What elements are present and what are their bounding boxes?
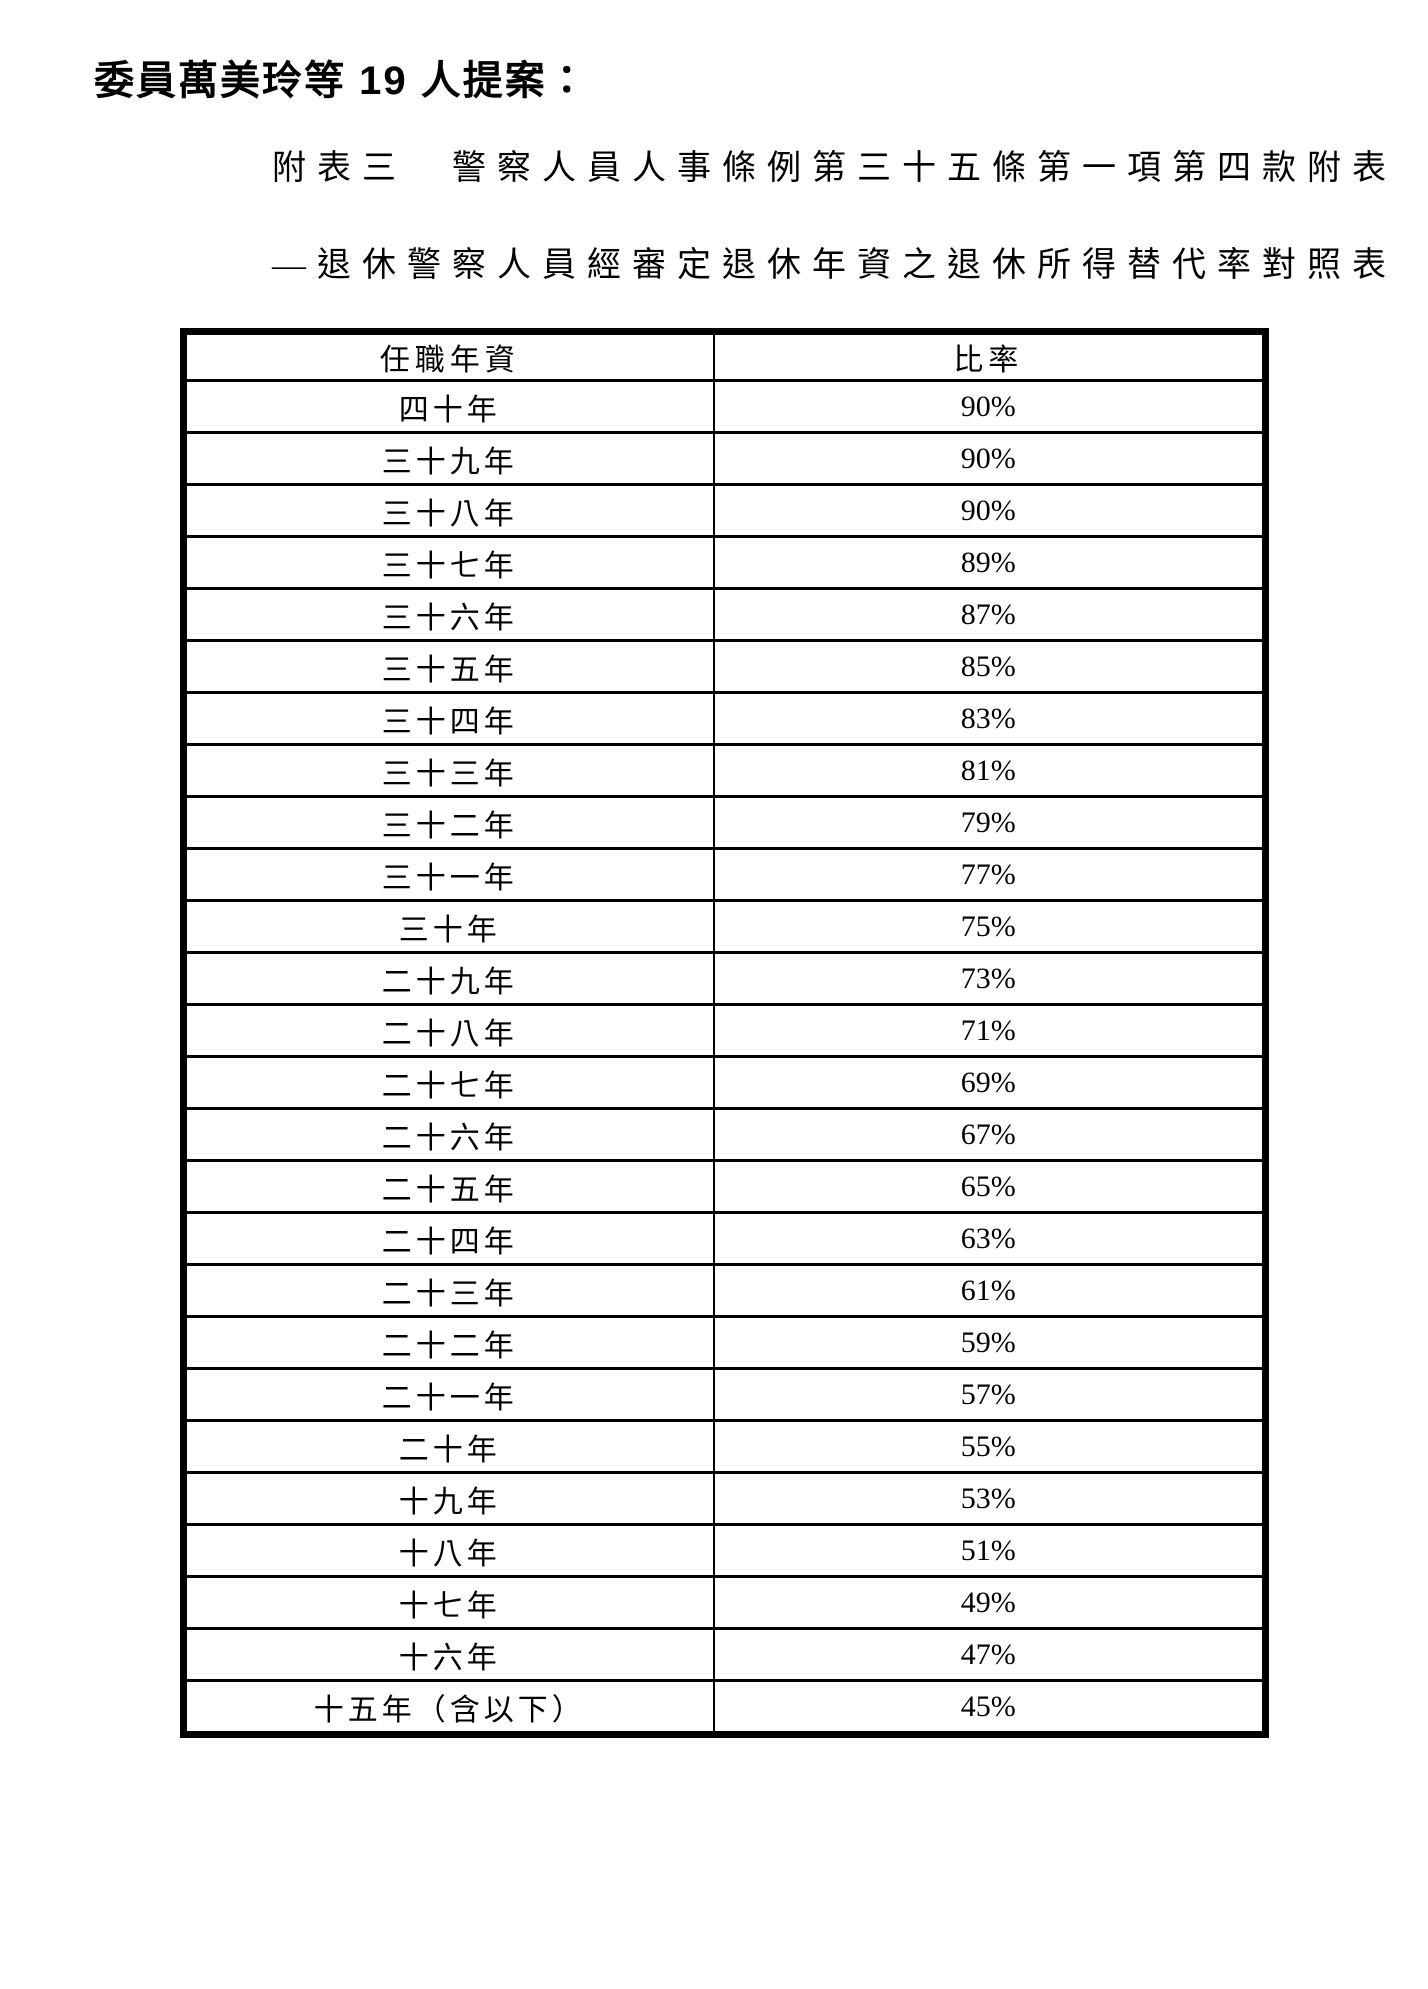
- rate-cell: 65%: [712, 1159, 1267, 1214]
- service-years-cell: 三十四年: [182, 691, 715, 746]
- service-years-cell: 十六年: [182, 1627, 715, 1682]
- table-row: 二十五年 65%: [182, 1159, 1267, 1214]
- service-years-cell: 二十三年: [182, 1263, 715, 1318]
- rate-cell: 85%: [712, 639, 1267, 694]
- table-row: 二十一年 57%: [182, 1367, 1267, 1422]
- service-years-cell: 三十三年: [182, 743, 715, 798]
- service-years-cell: 三十八年: [182, 483, 715, 538]
- table-row: 二十四年 63%: [182, 1211, 1267, 1266]
- service-years-cell: 二十七年: [182, 1055, 715, 1110]
- rate-cell: 90%: [712, 379, 1267, 434]
- service-years-cell: 二十五年: [182, 1159, 715, 1214]
- rate-cell: 81%: [712, 743, 1267, 798]
- service-years-cell: 三十六年: [182, 587, 715, 642]
- table-row: 三十五年 85%: [182, 639, 1267, 694]
- service-years-cell: 四十年: [182, 379, 715, 434]
- rate-cell: 55%: [712, 1419, 1267, 1474]
- table-row: 十五年（含以下） 45%: [182, 1679, 1267, 1736]
- table-row: 三十九年 90%: [182, 431, 1267, 486]
- service-years-cell: 二十年: [182, 1419, 715, 1474]
- rate-cell: 49%: [712, 1575, 1267, 1630]
- replacement-rate-table: 任職年資 比率 四十年 90% 三十九年 90% 三十八年 90% 三十七年 89% 三十六年 8…: [180, 328, 1269, 1738]
- rate-cell: 63%: [712, 1211, 1267, 1266]
- rate-cell: 45%: [712, 1679, 1267, 1736]
- service-years-cell: 三十九年: [182, 431, 715, 486]
- table-row: 三十三年 81%: [182, 743, 1267, 798]
- rate-cell: 67%: [712, 1107, 1267, 1162]
- rate-cell: 77%: [712, 847, 1267, 902]
- table-row: 十七年 49%: [182, 1575, 1267, 1630]
- service-years-cell: 十五年（含以下）: [182, 1679, 715, 1736]
- attachment-title: 附表三 警察人員人事條例第三十五條第一項第四款附表 —退休警察人員經審定退休年資…: [272, 120, 1397, 314]
- rate-cell: 59%: [712, 1315, 1267, 1370]
- table-row: 三十六年 87%: [182, 587, 1267, 642]
- table-row: 二十七年 69%: [182, 1055, 1267, 1110]
- table-row: 二十八年 71%: [182, 1003, 1267, 1058]
- table-row: 三十二年 79%: [182, 795, 1267, 850]
- table-row: 三十一年 77%: [182, 847, 1267, 902]
- rate-cell: 71%: [712, 1003, 1267, 1058]
- service-years-cell: 二十八年: [182, 1003, 715, 1058]
- table-row: 三十四年 83%: [182, 691, 1267, 746]
- rate-cell: 57%: [712, 1367, 1267, 1422]
- service-years-cell: 十七年: [182, 1575, 715, 1630]
- table-row: 二十二年 59%: [182, 1315, 1267, 1370]
- table-header-row: 任職年資 比率: [182, 330, 1267, 382]
- table-row: 三十年 75%: [182, 899, 1267, 954]
- table-row: 三十八年 90%: [182, 483, 1267, 538]
- table-row: 十九年 53%: [182, 1471, 1267, 1526]
- rate-cell: 53%: [712, 1471, 1267, 1526]
- rate-cell: 83%: [712, 691, 1267, 746]
- rate-cell: 73%: [712, 951, 1267, 1006]
- service-years-cell: 二十四年: [182, 1211, 715, 1266]
- service-years-cell: 三十二年: [182, 795, 715, 850]
- service-years-cell: 三十一年: [182, 847, 715, 902]
- service-years-cell: 三十五年: [182, 639, 715, 694]
- proposal-heading: 委員萬美玲等 19 人提案：: [94, 59, 589, 103]
- rate-cell: 51%: [712, 1523, 1267, 1578]
- rate-cell: 90%: [712, 483, 1267, 538]
- rate-cell: 90%: [712, 431, 1267, 486]
- rate-cell: 75%: [712, 899, 1267, 954]
- rate-cell: 69%: [712, 1055, 1267, 1110]
- attachment-title-line1: 附表三 警察人員人事條例第三十五條第一項第四款附表: [272, 150, 1397, 187]
- table-row: 四十年 90%: [182, 379, 1267, 434]
- rate-cell: 87%: [712, 587, 1267, 642]
- service-years-cell: 二十二年: [182, 1315, 715, 1370]
- service-years-cell: 十九年: [182, 1471, 715, 1526]
- service-years-cell: 十八年: [182, 1523, 715, 1578]
- rate-cell: 79%: [712, 795, 1267, 850]
- table-row: 二十年 55%: [182, 1419, 1267, 1474]
- attachment-title-line2: —退休警察人員經審定退休年資之退休所得替代率對照表: [272, 247, 1397, 284]
- rate-cell: 89%: [712, 535, 1267, 590]
- service-years-cell: 二十九年: [182, 951, 715, 1006]
- table-row: 三十七年 89%: [182, 535, 1267, 590]
- table-row: 十八年 51%: [182, 1523, 1267, 1578]
- service-years-cell: 二十一年: [182, 1367, 715, 1422]
- rate-cell: 47%: [712, 1627, 1267, 1682]
- table-row: 十六年 47%: [182, 1627, 1267, 1682]
- column-header-rate: 比率: [712, 330, 1267, 382]
- table-row: 二十九年 73%: [182, 951, 1267, 1006]
- column-header-service-years: 任職年資: [182, 330, 715, 382]
- table-row: 二十三年 61%: [182, 1263, 1267, 1318]
- rate-cell: 61%: [712, 1263, 1267, 1318]
- service-years-cell: 三十年: [182, 899, 715, 954]
- table-row: 二十六年 67%: [182, 1107, 1267, 1162]
- service-years-cell: 二十六年: [182, 1107, 715, 1162]
- service-years-cell: 三十七年: [182, 535, 715, 590]
